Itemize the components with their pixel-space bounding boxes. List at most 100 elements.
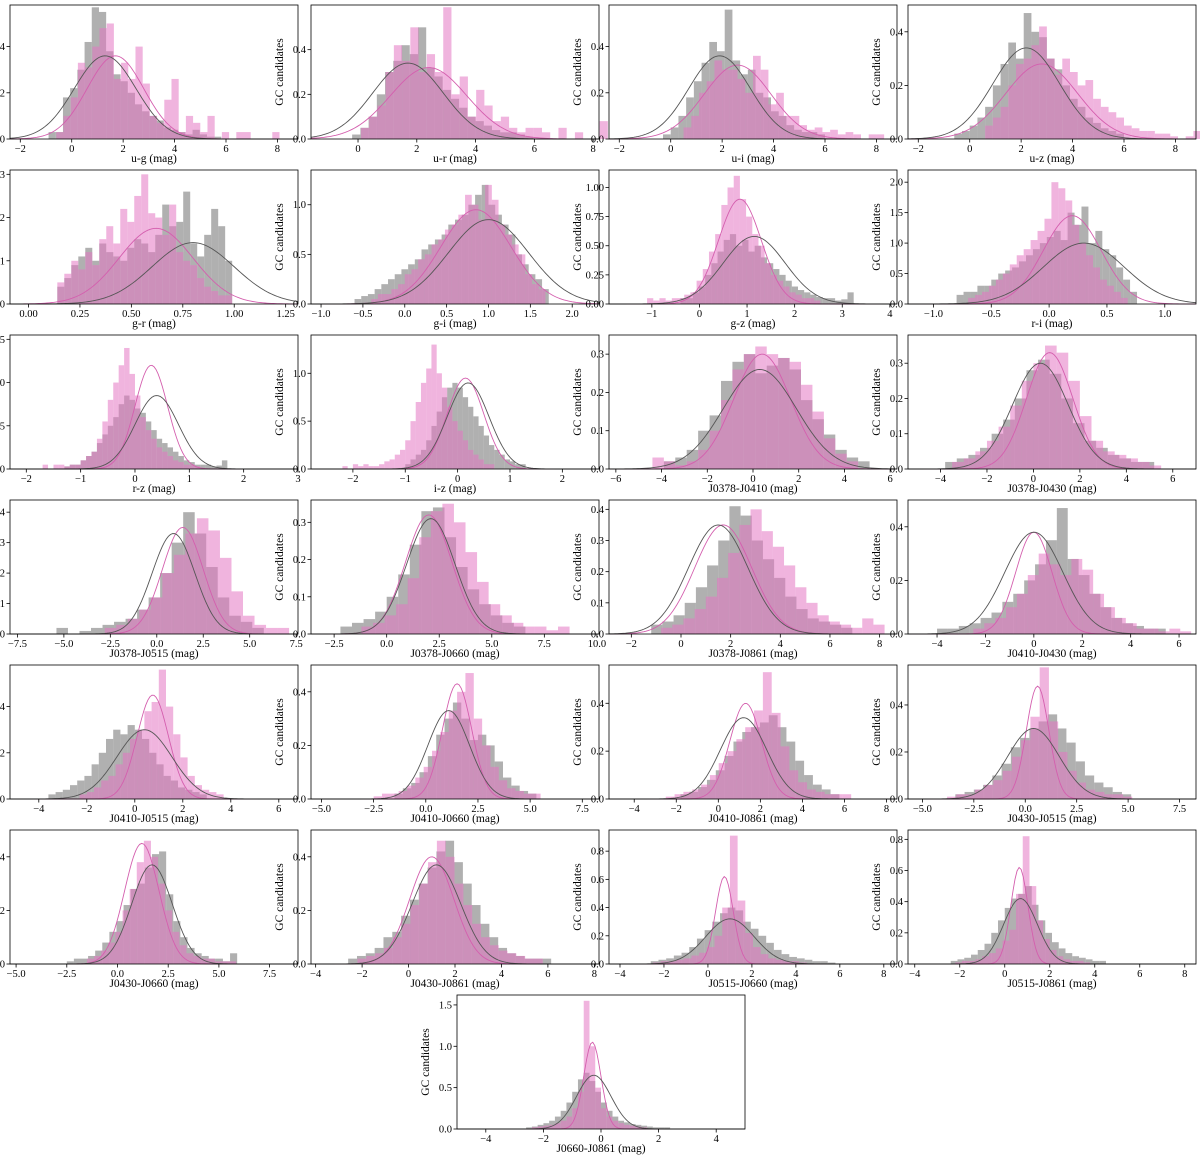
pink-histogram-bar [525, 958, 534, 964]
x-tick-label: 5.0 [212, 969, 225, 980]
x-tick-label: 6 [842, 804, 847, 815]
x-tick-label: 2.0 [566, 309, 579, 320]
pink-histogram-bar [995, 948, 1003, 964]
x-axis-label: g-r (mag) [132, 318, 176, 330]
pink-histogram-bar [828, 621, 840, 634]
x-tick-label: 4 [887, 309, 893, 320]
y-tick-label: 0.0 [293, 960, 306, 971]
pink-histogram-bar [375, 953, 384, 964]
pink-histogram-bar [1125, 623, 1137, 634]
x-tick-label: 0 [455, 474, 460, 485]
pink-histogram-bar [445, 856, 455, 964]
pink-histogram-bar [491, 199, 499, 304]
pink-histogram-bar [1076, 960, 1084, 964]
y-axis-label: GC candidates [274, 533, 286, 601]
x-tick-label: 2 [560, 474, 565, 485]
pink-histogram-bar [1022, 836, 1030, 964]
pink-histogram-bar [672, 624, 684, 634]
pink-histogram-bar [457, 430, 463, 469]
pink-histogram-bar [789, 292, 796, 304]
axes-frame [608, 169, 898, 305]
pink-histogram-bar [134, 395, 141, 469]
pink-histogram-bar [683, 958, 692, 964]
histogram-panel: 0.00 0.25 0.50 0.75 1.00 1.25 0 1 2 3 g-r (mag) GC … [0, 169, 299, 330]
y-tick-label: 0.4 [0, 42, 6, 53]
axes-frame [608, 829, 898, 965]
pink-histogram-bar [187, 775, 195, 799]
pink-histogram-bar [771, 712, 781, 799]
x-tick-label: −4 [935, 474, 947, 485]
gray-histogram-bar [216, 465, 222, 469]
gray-histogram-bar [858, 461, 870, 469]
x-tick-label: 8 [1182, 969, 1187, 980]
pink-histogram-bar [167, 456, 174, 469]
pink-histogram-bar [141, 174, 149, 304]
gray-histogram-bar [1123, 279, 1131, 304]
y-tick-label: 0 [0, 300, 5, 311]
pink-histogram-bar [505, 234, 512, 304]
pink-histogram-bar [200, 958, 208, 964]
pink-histogram-bar [995, 617, 1007, 634]
pink-histogram-bar [780, 746, 790, 799]
gray-histogram-bar [218, 226, 226, 304]
axes-frame [310, 4, 600, 140]
pink-histogram-bar [975, 959, 983, 964]
pink-histogram-bar [537, 1126, 544, 1129]
pink-histogram-bar [172, 931, 180, 964]
gray-histogram-bar [483, 435, 490, 469]
axes-frame [310, 334, 600, 470]
pink-histogram-bar [574, 132, 584, 139]
gray-histogram-bar [696, 938, 705, 964]
pink-histogram-bar [204, 286, 212, 304]
pink-histogram-bar [407, 578, 420, 634]
y-axis-label: GC candidates [274, 698, 286, 766]
y-tick-label: 0.5 [890, 269, 903, 280]
pink-histogram-bar [722, 69, 730, 139]
histogram-panel: −2 0 2 4 6 8 0.0 0.2 0.4 u-g (mag) GC candidates [0, 4, 299, 165]
y-axis-label: GC candidates [274, 38, 286, 106]
pink-histogram-bar [549, 1124, 555, 1129]
pink-histogram-bar [115, 764, 123, 799]
y-tick-label: 0.2 [293, 555, 306, 566]
y-tick-label: 2.0 [890, 178, 903, 189]
pink-histogram-bar [371, 299, 378, 304]
x-axis-label: J0410-J0430 (mag) [1007, 648, 1096, 660]
pink-histogram-bar [984, 784, 994, 799]
x-tick-label: 0.25 [71, 309, 89, 320]
pink-histogram-bar [101, 780, 109, 799]
pink-histogram-bar [947, 796, 957, 799]
pink-histogram-bar [1043, 939, 1050, 964]
pink-histogram-bar [694, 609, 706, 634]
gray-histogram-bar [225, 260, 233, 304]
y-axis-label: GC candidates [871, 203, 883, 271]
pink-histogram-bar [968, 960, 976, 964]
histogram-panel: −4 −2 0 2 4 6 8 0.0 0.2 0.4 0.6 0.8 J0515-J0861 (mag… [871, 829, 1197, 990]
x-tick-label: 4 [800, 804, 806, 815]
x-tick-label: −1 [75, 474, 86, 485]
pink-histogram-bar [692, 789, 702, 799]
pink-histogram-bar [173, 554, 186, 634]
gray-histogram-bar [786, 741, 796, 799]
y-tick-label: 1.00 [586, 183, 604, 194]
y-tick-label: 0.1 [293, 592, 306, 603]
pink-histogram-bar [1065, 200, 1073, 304]
pink-histogram-bar [438, 239, 445, 304]
x-tick-label: 2 [1077, 474, 1082, 485]
pink-histogram-bar [476, 89, 485, 139]
y-tick-label: 0.0 [591, 465, 604, 476]
pink-histogram-bar [178, 462, 184, 469]
x-tick-label: 4 [1092, 969, 1098, 980]
pink-histogram-bar [737, 78, 746, 139]
y-tick-label: 0.0 [890, 795, 903, 806]
x-tick-label: 2 [656, 1134, 661, 1145]
y-tick-label: 0.6 [890, 866, 903, 877]
pink-histogram-bar [194, 466, 201, 469]
y-tick-label: 0.0 [591, 795, 604, 806]
pink-histogram-bar [431, 244, 439, 304]
x-tick-label: 1 [507, 474, 512, 485]
x-tick-label: 4 [842, 474, 848, 485]
pink-histogram-bar [116, 624, 128, 634]
gray-histogram-bar [489, 445, 495, 469]
gray-histogram-bar [664, 1127, 671, 1129]
axes-frame [9, 334, 299, 470]
